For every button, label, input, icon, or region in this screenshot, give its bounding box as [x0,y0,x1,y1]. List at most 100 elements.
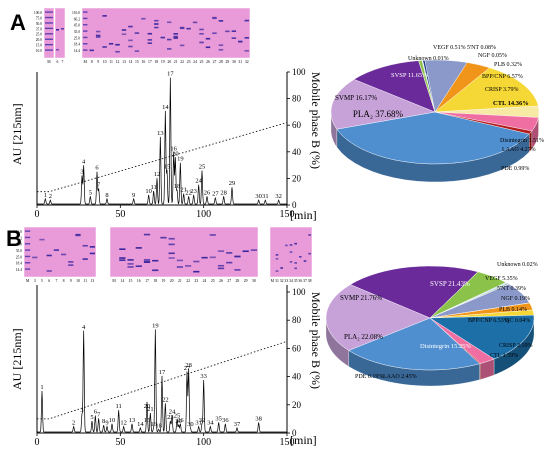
peak-label: 15 [164,163,171,170]
y2-tick-label: 0 [292,200,297,210]
x-unit-label: [min] [290,208,317,222]
peak-label: 30 [187,421,194,428]
peak-label: 18 [155,422,162,429]
panel-b-letter: B [6,226,22,251]
x-tick-label: 50 [115,437,125,448]
peak-label: 10 [109,417,116,424]
peak-label: 38 [255,415,262,422]
panel-a-letter: A [10,10,26,35]
peak-label: 4 [82,324,86,331]
pie-slice-label: BPP/CNP 6.53% [468,318,509,324]
x-tick-label: 0 [35,209,40,220]
pie-slice-side [479,363,481,380]
peak-label: 23 [190,188,197,195]
pie-slice [336,111,530,165]
y2-axis-label: Mobile phase B (%) [309,72,323,169]
peak-label: 6 [95,165,99,172]
peak-label: 2 [72,420,75,427]
peak-label: 19 [152,322,159,329]
peak-label: 15 [144,417,151,424]
pie-slice-label: SVMP 16.17% [335,94,377,102]
peak-label: 6 [94,409,98,416]
peak-label: 28 [185,362,192,369]
pie-slice-label: Disintegrin 15.25% [420,343,471,350]
peak-label: 13 [129,417,136,424]
peak-label: 7 [97,182,101,189]
peak-label: 24 [195,178,202,185]
y-axis-label: AU [215nm] [10,328,24,390]
peak-label: 3 [80,407,83,414]
pie-slice [353,60,436,113]
pie-slice-label: PLB 0.32% [494,62,522,68]
pie-slice-label: VEGF 5.35% [485,276,518,282]
peak-label: 17 [167,71,174,78]
peak-label: 2 [49,193,52,200]
peak-label: 37 [234,421,241,428]
chromatogram-trace [36,329,287,433]
pie-slice-label: Unknown 0.02% [497,262,538,268]
pie-slice [325,284,431,351]
pie-slice-label: 5'NT 0.39% [497,286,526,292]
y2-tick-label: 80 [292,94,302,104]
peak-label: 35 [215,415,222,422]
peak-label: 32 [275,193,282,200]
pie-slice-label: CRISP 3.79% [485,87,518,93]
peak-label: 27 [184,365,191,372]
peak-label: 33 [200,373,207,380]
peak-label: 23 [167,414,174,421]
y2-tick-label: 20 [292,173,302,183]
x-tick-label: 150 [280,437,295,448]
pie-slice-label: Disintegrin 3.51% [500,138,544,144]
pie-slice-label: SVMP 21.76% [340,294,382,302]
pie-slice-label: CTL 14.36% [493,100,529,107]
y2-tick-label: 40 [292,147,302,157]
y2-tick-label: 20 [292,400,302,410]
peak-label: 7 [97,411,101,418]
peak-label: 14 [137,421,144,428]
peak-label: 30 [255,193,262,200]
peak-label: 20 [144,403,151,410]
peak-label: 34 [207,420,214,427]
y-axis-label: AU [215nm] [10,103,24,165]
pie-slice-label: 5'NT 0.08% [467,45,496,51]
pie-slice-label: NGF 0.19% [501,296,530,302]
peak-label: 36 [222,417,229,424]
peak-label: 1 [44,192,47,199]
peak-label: 21 [180,187,187,194]
pie-slice-label: SVSP 11.65% [391,72,428,79]
x-unit-label: [min] [290,433,317,447]
x-tick-label: 100 [196,209,211,220]
peak-label: 14 [162,104,169,111]
pie-slice-label: PDE 0.19% [355,374,383,380]
pie-slice-label: PDE 0.99% [501,166,529,172]
peak-label: 12 [120,420,127,427]
gradient-line [37,122,288,193]
x-tick-label: 100 [196,437,211,448]
chromatogram-trace [36,77,287,205]
peak-label: 5 [89,189,92,196]
peak-label: 19 [177,156,184,163]
peak-label: 17 [159,369,166,376]
peak-label: 3 [80,169,83,176]
pie-slice [434,111,533,135]
peak-label: 4 [82,158,86,165]
peak-label: 11 [116,403,122,410]
pie-slice [429,314,535,360]
peak-label: 12 [154,171,161,178]
pie-slice [349,265,479,319]
peak-label: 9 [105,420,108,427]
peak-label: 21 [147,406,154,413]
x-tick-label: 0 [35,437,40,448]
pie-slice-label: NGF 0.05% [478,53,507,59]
pie-slice [434,67,539,113]
y2-axis-label: Mobile phase B (%) [309,292,323,389]
pie-slice-label: PLA₂ 22.08% [344,333,383,341]
peak-label: 13 [157,130,164,137]
peak-label: 26 [177,417,184,424]
peak-label: 25 [199,163,206,170]
peak-label: 28 [220,189,227,196]
peak-label: 32 [199,417,206,424]
x-tick-label: 150 [280,209,295,220]
peak-label: 8 [105,192,108,199]
